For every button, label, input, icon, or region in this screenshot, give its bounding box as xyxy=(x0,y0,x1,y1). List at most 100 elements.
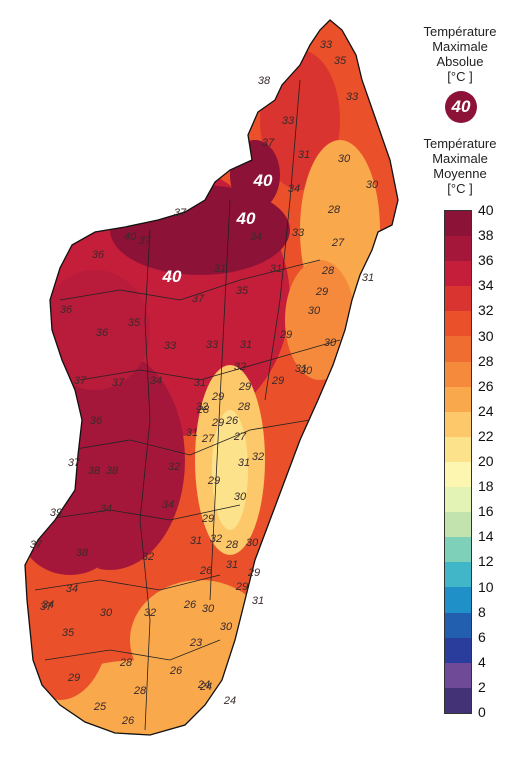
mean-temperature-label: 32 xyxy=(144,607,156,619)
mean-temperature-label: 32 xyxy=(196,401,208,413)
mean-temperature-label: 32 xyxy=(168,461,180,473)
colorbar-tick-label: 24 xyxy=(478,402,494,419)
mean-temperature-label: 31 xyxy=(295,363,307,375)
mean-temperature-label: 25 xyxy=(93,701,107,713)
mean-temperature-label: 38 xyxy=(106,465,119,477)
mean-temperature-label: 30 xyxy=(220,621,233,633)
mean-temperature-label: 35 xyxy=(334,55,347,67)
mean-temperature-label: 31 xyxy=(238,457,250,469)
mean-temperature-label: 34 xyxy=(162,499,174,511)
mean-temperature-label: 30 xyxy=(324,337,337,349)
mean-temperature-label: 31 xyxy=(240,339,252,351)
mean-temperature-label: 33 xyxy=(320,39,333,51)
mean-temperature-label: 37 xyxy=(192,293,205,305)
colorbar-band xyxy=(445,261,471,287)
mean-temperature-label: 28 xyxy=(225,539,239,551)
mean-max-legend-title: Température Maximale Moyenne [°C ] xyxy=(405,136,515,196)
legend-title-line: Température xyxy=(423,24,497,39)
mean-temperature-label: 33 xyxy=(346,91,359,103)
district-boundaries xyxy=(34,79,341,731)
mean-temperature-label: 31 xyxy=(226,559,238,571)
mean-temperature-label: 28 xyxy=(321,265,335,277)
mean-temperature-label: 32 xyxy=(142,551,154,563)
mean-temperature-label: 30 xyxy=(366,179,379,191)
mean-temperature-label: 33 xyxy=(206,339,219,351)
colorbar-band xyxy=(445,211,471,237)
mean-temperature-label: 30 xyxy=(100,607,113,619)
mean-temperature-label: 29 xyxy=(279,329,292,341)
legend-title-line: Moyenne xyxy=(433,166,487,181)
colorbar-band xyxy=(445,386,471,412)
mean-temperature-label: 31 xyxy=(270,263,282,275)
mean-temperature-label: 31 xyxy=(186,427,198,439)
mean-temperature-label: 37 xyxy=(68,457,81,469)
mean-temperature-label: 30 xyxy=(308,305,321,317)
mean-temperature-label: 29 xyxy=(207,475,220,487)
mean-temperature-label: 31 xyxy=(252,595,264,607)
colorbar-tick-label: 40 xyxy=(478,202,494,218)
mean-temperature-label: 24 xyxy=(199,681,212,693)
absolute-max-labels: 40 40 40 xyxy=(162,171,273,286)
colorbar-band xyxy=(445,562,471,588)
mean-temperature-label: 26 xyxy=(169,665,183,677)
mean-temperature-label: 33 xyxy=(282,115,295,127)
mean-temperature-label: 31 xyxy=(298,149,310,161)
legend-title-line: Maximale xyxy=(432,39,488,54)
colorbar-tick-label: 4 xyxy=(478,653,486,670)
colorbar-tick-label: 14 xyxy=(478,528,494,545)
colorbar-tick-label: 16 xyxy=(478,503,494,520)
mean-temperature-label: 28 xyxy=(133,685,147,697)
colorbar-band xyxy=(445,461,471,488)
colorbar-tick-label: 20 xyxy=(478,453,494,469)
mean-temperature-label: 36 xyxy=(90,415,103,427)
mean-temperature-label: 27 xyxy=(331,237,345,249)
colorbar-tick-label: 8 xyxy=(478,603,486,620)
mean-temperature-label: 28 xyxy=(327,204,341,216)
legend-title-line: Maximale xyxy=(432,151,488,166)
mean-temperature-label: 26 xyxy=(199,565,213,577)
legend-title-line: [°C ] xyxy=(447,69,473,84)
mean-temperature-label: 30 xyxy=(300,365,313,377)
mean-temperature-label: 26 xyxy=(183,599,197,611)
colorbar-tick-label: 0 xyxy=(478,704,486,720)
mean-temperature-label: 37 xyxy=(262,137,275,149)
mean-temperature-label: 32 xyxy=(234,361,246,373)
mean-temperature-label: 38 xyxy=(258,75,271,87)
colorbar-tick-label: 36 xyxy=(478,252,494,269)
mean-temperature-label: 38 xyxy=(76,547,89,559)
colorbar-tick-label: 22 xyxy=(478,427,494,444)
absolute-max-label: 40 xyxy=(253,171,273,190)
colorbar-tick-label: 12 xyxy=(478,553,494,570)
mean-temperature-label: 23 xyxy=(189,637,203,649)
colorbar-band xyxy=(445,637,471,663)
colorbar-band xyxy=(445,662,471,688)
mean-temperature-label: 37 xyxy=(112,377,125,389)
mean-temperature-label: 28 xyxy=(119,657,133,669)
mean-temperature-label: 37 xyxy=(74,375,87,387)
mean-temperature-label: 37 xyxy=(139,235,152,247)
absolute-max-legend-title: Température Maximale Absolue [°C ] xyxy=(405,24,515,84)
absolute-max-label: 40 xyxy=(162,267,182,286)
mean-temperature-label: 31 xyxy=(194,377,206,389)
mean-temperature-label: 31 xyxy=(214,263,226,275)
colorbar-band xyxy=(445,487,471,513)
mean-temperature-label: 35 xyxy=(236,285,249,297)
mean-temperature-label: 34 xyxy=(288,183,300,195)
mean-temperature-label: 34 xyxy=(150,375,162,387)
colorbar-band xyxy=(445,612,471,638)
colorbar-tick-label: 6 xyxy=(478,628,486,645)
mean-temperature-label: 24 xyxy=(197,679,210,691)
mean-temperature-label: 37 xyxy=(174,207,187,219)
colorbar-band xyxy=(445,311,471,337)
temperature-fill xyxy=(25,20,398,735)
colorbar-tick-label: 26 xyxy=(478,377,494,394)
mean-temperature-label: 29 xyxy=(247,567,260,579)
mean-temperature-label: 29 xyxy=(67,672,80,684)
absolute-max-label: 40 xyxy=(236,209,256,228)
colorbar-band xyxy=(445,336,471,362)
mean-temperature-label: 29 xyxy=(271,375,284,387)
mean-temperature-label: 37 xyxy=(40,601,53,613)
legend-title-line: [°C ] xyxy=(447,181,473,196)
temperature-colorbar xyxy=(444,210,472,714)
